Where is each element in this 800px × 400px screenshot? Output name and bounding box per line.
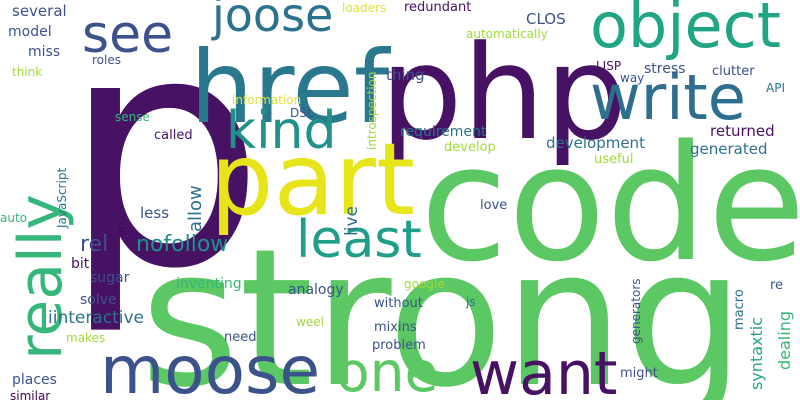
cloud-word: stress bbox=[644, 60, 686, 77]
cloud-word: several bbox=[12, 1, 67, 20]
cloud-word: API bbox=[766, 81, 785, 96]
cloud-word: DSL bbox=[290, 106, 314, 121]
cloud-word: js bbox=[466, 295, 476, 310]
cloud-word: development bbox=[546, 133, 645, 152]
cloud-word: useful bbox=[594, 152, 634, 168]
cloud-word: re bbox=[770, 278, 784, 294]
cloud-word: rel bbox=[80, 231, 109, 257]
cloud-word: automatically bbox=[466, 27, 548, 42]
cloud-word: want bbox=[470, 338, 618, 400]
cloud-word: bit bbox=[71, 255, 90, 272]
cloud-word: model bbox=[8, 23, 52, 40]
cloud-word: way bbox=[620, 71, 645, 86]
cloud-word: JavaScript bbox=[55, 167, 70, 228]
cloud-word: without bbox=[374, 296, 423, 312]
cloud-word: generators bbox=[629, 278, 644, 344]
cloud-word: think bbox=[12, 65, 43, 80]
cloud-word: allow bbox=[185, 185, 207, 232]
cloud-word: nofollow bbox=[136, 231, 229, 257]
cloud-word: write bbox=[590, 61, 746, 135]
cloud-word: returned bbox=[710, 121, 775, 140]
cloud-word: sugar bbox=[90, 269, 130, 286]
cloud-word: php bbox=[380, 17, 628, 170]
cloud-word: auto bbox=[0, 211, 28, 226]
cloud-word: redundant bbox=[404, 0, 472, 16]
cloud-word: clutter bbox=[712, 64, 755, 80]
cloud-word: loaders bbox=[342, 1, 387, 16]
cloud-word: part bbox=[210, 121, 416, 238]
cloud-word: problem bbox=[372, 338, 426, 354]
cloud-word: weel bbox=[296, 315, 324, 330]
cloud-word: macro bbox=[732, 289, 748, 330]
cloud-word: might bbox=[620, 366, 658, 382]
cloud-word: moose bbox=[100, 331, 321, 400]
cloud-word: href bbox=[190, 29, 390, 146]
cloud-word: CLOS bbox=[526, 9, 566, 28]
cloud-word: LISP bbox=[596, 59, 622, 74]
cloud-word: need bbox=[224, 330, 257, 346]
cloud-word: thing bbox=[386, 65, 425, 84]
cloud-word: generated bbox=[690, 139, 768, 158]
cloud-word: love bbox=[480, 198, 508, 214]
cloud-word: places bbox=[12, 371, 57, 388]
cloud-word: miss bbox=[28, 43, 61, 60]
cloud-word: introspection bbox=[365, 71, 380, 151]
cloud-word: code bbox=[420, 109, 800, 297]
cloud-word: develop bbox=[444, 140, 496, 156]
cloud-word: s bbox=[118, 224, 125, 240]
cloud-word: strong bbox=[140, 208, 745, 400]
cloud-word: live bbox=[342, 206, 363, 236]
cloud-word: dealing bbox=[774, 311, 794, 370]
cloud-word: inventing bbox=[176, 275, 242, 292]
cloud-word: similar bbox=[10, 389, 51, 400]
cloud-word: one bbox=[336, 339, 439, 400]
cloud-word: object bbox=[590, 0, 782, 63]
cloud-word: see bbox=[82, 5, 174, 66]
cloud-word: p bbox=[62, 0, 266, 339]
cloud-word: called bbox=[154, 128, 193, 144]
cloud-word: roles bbox=[92, 53, 121, 68]
cloud-word: sense bbox=[115, 110, 150, 125]
cloud-word: kind bbox=[226, 101, 337, 162]
cloud-word: requirement bbox=[400, 123, 487, 140]
cloud-word: mixins bbox=[374, 320, 417, 336]
cloud-word: syntaxtic bbox=[746, 316, 766, 390]
cloud-word: google bbox=[404, 277, 445, 292]
cloud-word: solve bbox=[80, 291, 117, 308]
cloud-word: joose bbox=[212, 0, 334, 43]
cloud-word: analogy bbox=[288, 281, 344, 298]
cloud-word: least bbox=[296, 210, 422, 271]
cloud-word: information bbox=[232, 93, 302, 108]
cloud-word: less bbox=[140, 203, 170, 222]
cloud-word: makes bbox=[66, 331, 106, 346]
cloud-word: iinteractive bbox=[48, 308, 145, 329]
